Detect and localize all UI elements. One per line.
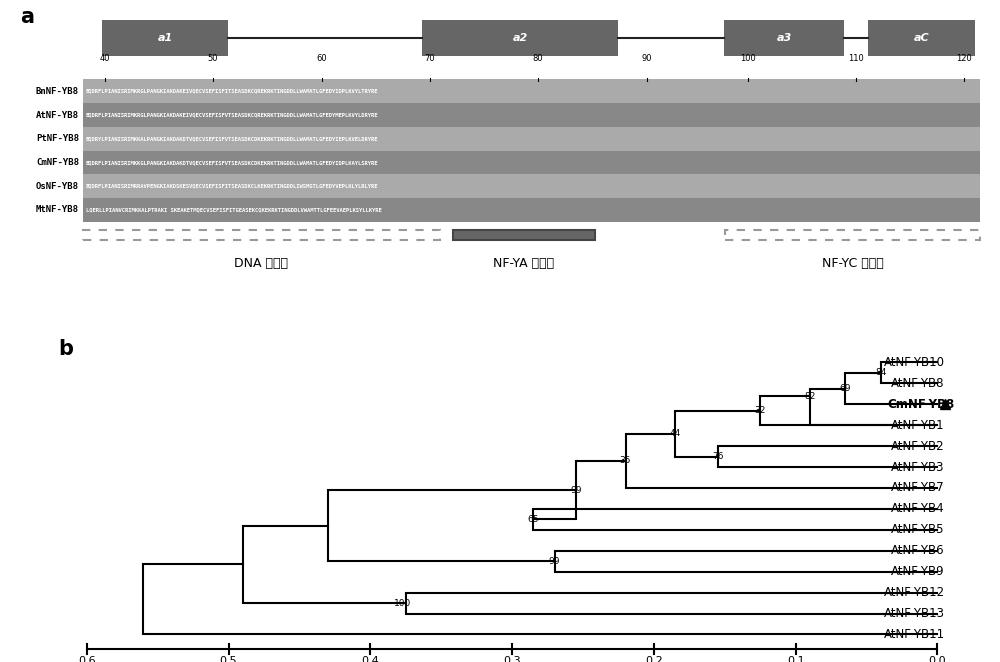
- Text: 65: 65: [528, 515, 539, 524]
- Text: AtNF-YB12: AtNF-YB12: [883, 586, 945, 599]
- Bar: [83, 230, 440, 240]
- Text: 0.5: 0.5: [220, 657, 237, 662]
- Text: 0.0: 0.0: [929, 657, 946, 662]
- Text: AtNF-YB7: AtNF-YB7: [891, 481, 945, 495]
- Text: AtNF-YB4: AtNF-YB4: [891, 502, 945, 516]
- Text: 35: 35: [620, 456, 631, 465]
- Bar: [724, 20, 844, 56]
- Text: NF-YC 互作域: NF-YC 互作域: [822, 256, 883, 269]
- Text: EQDRYLPIANISRIMKKALPANGKIAKDAKDTVQECVSEFISFVTSEASDKCDKEKRKTINGDDLLWAMATLGFEDYIEP: EQDRYLPIANISRIMKKALPANGKIAKDAKDTVQECVSEF…: [86, 136, 378, 141]
- Text: 32: 32: [755, 406, 766, 415]
- Text: 120: 120: [956, 54, 972, 63]
- Bar: [102, 20, 228, 56]
- Text: a1: a1: [157, 33, 173, 43]
- Text: 44: 44: [670, 429, 681, 438]
- Text: LQERLLPIANVCRIMKKALPTRAKI SKEAKETMQECVSEFISFITGEASEKCQKEKRKTINGDDLVWAMTTLGFEEVAE: LQERLLPIANVCRIMKKALPTRAKI SKEAKETMQECVSE…: [86, 207, 382, 213]
- Text: 70: 70: [425, 54, 435, 63]
- Text: AtNF-YB8: AtNF-YB8: [36, 111, 79, 120]
- Text: 100: 100: [394, 598, 411, 608]
- Text: AtNF-YB2: AtNF-YB2: [891, 440, 945, 453]
- Text: 0.6: 0.6: [78, 657, 96, 662]
- Text: AtNF-YB9: AtNF-YB9: [891, 565, 945, 578]
- Text: AtNF-YB8: AtNF-YB8: [891, 377, 945, 390]
- Bar: [725, 230, 980, 240]
- Text: 76: 76: [712, 452, 723, 461]
- Text: b: b: [58, 340, 73, 359]
- Text: 69: 69: [839, 384, 851, 393]
- Text: EQDRFLPIANISRIMKRGLPANGKIAKDAKEIVQECVSEFISFITSEASDKCQREKRKTINGDDLLWAMATLGFEDYIDP: EQDRFLPIANISRIMKRGLPANGKIAKDAKEIVQECVSEF…: [86, 89, 378, 94]
- Text: aC: aC: [914, 33, 929, 43]
- Text: 40: 40: [100, 54, 110, 63]
- Text: 0.3: 0.3: [503, 657, 521, 662]
- Text: BnNF-YB8: BnNF-YB8: [36, 87, 79, 96]
- Text: 99: 99: [570, 486, 582, 495]
- Text: a2: a2: [512, 33, 528, 43]
- Bar: [868, 20, 975, 56]
- Bar: [83, 79, 980, 103]
- Text: a: a: [20, 7, 34, 26]
- Text: NF-YA 互作域: NF-YA 互作域: [493, 256, 555, 269]
- Text: 90: 90: [642, 54, 652, 63]
- Bar: [83, 198, 980, 222]
- Text: 0.2: 0.2: [645, 657, 663, 662]
- Text: AtNF-YB6: AtNF-YB6: [891, 544, 945, 557]
- Text: DNA 结合域: DNA 结合域: [234, 256, 288, 269]
- Bar: [83, 79, 980, 222]
- Bar: [83, 103, 980, 127]
- Text: CmNF-YB8: CmNF-YB8: [36, 158, 79, 167]
- Bar: [83, 151, 980, 174]
- Text: 80: 80: [533, 54, 543, 63]
- Text: OsNF-YB8: OsNF-YB8: [36, 181, 79, 191]
- Text: 110: 110: [848, 54, 864, 63]
- Bar: [453, 230, 595, 240]
- Text: AtNF-YB11: AtNF-YB11: [883, 628, 945, 641]
- Text: a3: a3: [776, 33, 792, 43]
- Text: 100: 100: [740, 54, 756, 63]
- Text: AtNF-YB1: AtNF-YB1: [891, 418, 945, 432]
- Text: MtNF-YB8: MtNF-YB8: [36, 205, 79, 214]
- Text: CmNF-YB8: CmNF-YB8: [887, 398, 954, 410]
- Text: 0.1: 0.1: [787, 657, 804, 662]
- Text: 99: 99: [549, 557, 560, 566]
- Text: AtNF-YB13: AtNF-YB13: [884, 607, 945, 620]
- Text: 50: 50: [208, 54, 218, 63]
- Bar: [83, 174, 980, 198]
- Bar: [422, 20, 618, 56]
- Text: AtNF-YB5: AtNF-YB5: [891, 524, 945, 536]
- Text: EQDRFLPIANISRIMKRGLPANGKIAKDAKEIVQECVSEFISFVTSEASDKCQREKRKTINGDDLLWAMATLGFEDYMEP: EQDRFLPIANISRIMKRGLPANGKIAKDAKEIVQECVSEF…: [86, 113, 378, 118]
- Text: 84: 84: [875, 368, 886, 377]
- Text: AtNF-YB10: AtNF-YB10: [884, 356, 945, 369]
- Text: 0.4: 0.4: [361, 657, 379, 662]
- Text: 82: 82: [804, 392, 816, 401]
- Text: EQDRFLPIANISRIMRRAVPENGKIAKDSKESVQECVSEFISFITSEASDKCLKEKRKTINGDDLIWSMGTLGFEDYVEP: EQDRFLPIANISRIMRRAVPENGKIAKDSKESVQECVSEF…: [86, 183, 378, 189]
- Text: 60: 60: [317, 54, 327, 63]
- Text: EQDRFLPIANISRIMKKGLPANGKIAKDAKDTVQECVSEFISFVTSEASDKCDKEKRKTINGDDLLWAMATLGFEDYIDP: EQDRFLPIANISRIMKKGLPANGKIAKDAKDTVQECVSEF…: [86, 160, 378, 165]
- Text: PtNF-YB8: PtNF-YB8: [36, 134, 79, 143]
- Text: AtNF-YB3: AtNF-YB3: [891, 461, 945, 473]
- Bar: [83, 127, 980, 151]
